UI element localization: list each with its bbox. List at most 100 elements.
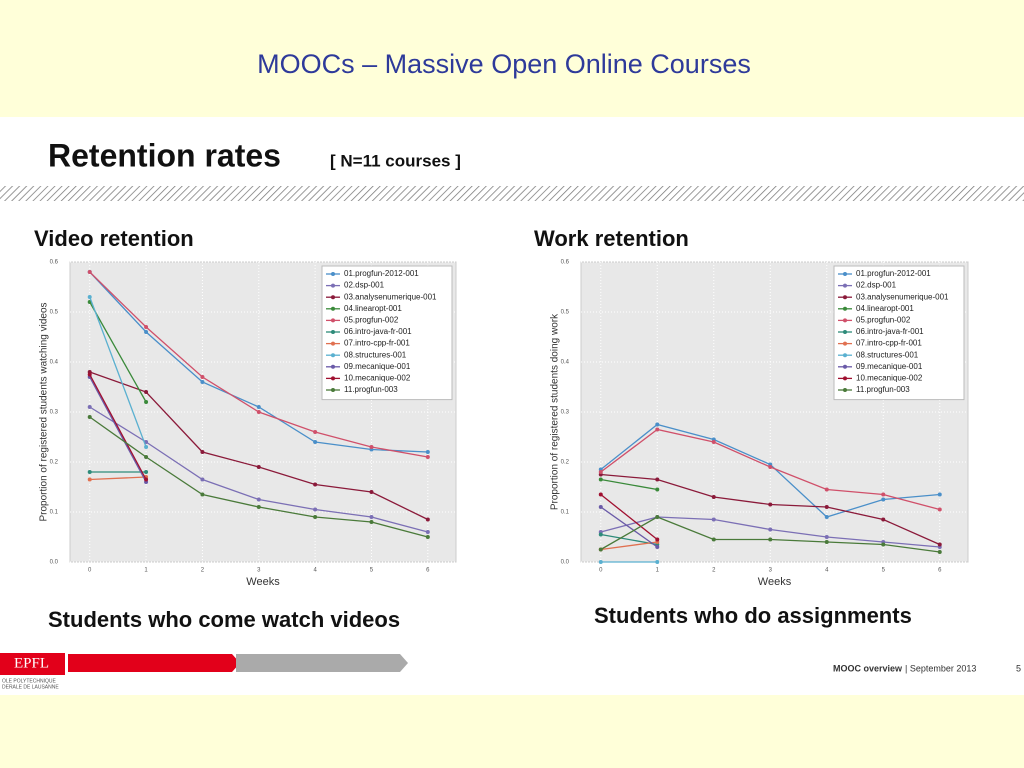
x-tick-label: 5: [370, 568, 374, 574]
y-axis-label: Proportion of registered students watchi…: [39, 302, 50, 521]
point: [256, 505, 261, 509]
legend-label: 07.intro-cpp-fr-001: [344, 339, 410, 348]
point: [144, 400, 149, 404]
x-axis-label: Weeks: [246, 576, 280, 588]
point: [425, 450, 430, 454]
point: [144, 390, 149, 394]
point: [711, 440, 716, 444]
legend-dot: [843, 318, 847, 323]
point: [144, 325, 149, 329]
y-tick-label: 0.1: [561, 510, 570, 516]
point: [200, 492, 205, 497]
point: [937, 542, 942, 547]
legend-dot: [843, 283, 847, 288]
legend-label: 02.dsp-001: [344, 281, 385, 290]
point: [144, 445, 149, 449]
point: [313, 430, 318, 434]
series-line: [600, 541, 658, 551]
logo-line: DERALE DE LAUSANNE: [2, 684, 59, 690]
point: [313, 482, 318, 487]
x-tick-label: 0: [599, 568, 603, 574]
legend-label: 05.progfun-002: [344, 316, 399, 325]
point: [881, 497, 886, 502]
point: [598, 547, 603, 552]
series-line: [600, 478, 658, 491]
legend-dot: [331, 364, 335, 369]
legend-label: 10.mecanique-002: [344, 374, 411, 383]
x-tick-label: 6: [426, 568, 430, 574]
x-tick-label: 2: [201, 568, 205, 574]
point: [200, 477, 205, 482]
legend-dot: [331, 330, 335, 334]
legend-label: 06.intro-java-fr-001: [856, 327, 924, 336]
point: [256, 465, 261, 469]
legend-label: 06.intro-java-fr-001: [344, 327, 412, 336]
point: [937, 507, 942, 512]
point: [144, 477, 149, 482]
point: [711, 495, 716, 499]
point: [655, 477, 660, 482]
y-tick-label: 0.1: [50, 510, 59, 516]
legend-label: 03.analysenumerique-001: [856, 292, 949, 301]
point: [655, 487, 660, 492]
point: [369, 445, 374, 449]
point: [256, 497, 261, 502]
point: [200, 450, 205, 454]
legend-dot: [331, 295, 335, 300]
point: [881, 517, 886, 522]
point: [881, 542, 886, 547]
point: [144, 455, 149, 459]
x-axis-label: Weeks: [758, 576, 792, 588]
x-tick-label: 0: [88, 568, 92, 574]
point: [598, 477, 603, 482]
legend-label: 04.linearopt-001: [856, 304, 914, 313]
series-line: [89, 374, 147, 480]
legend-dot: [843, 364, 847, 369]
point: [768, 502, 773, 507]
series-line: [89, 296, 147, 448]
legend-label: 05.progfun-002: [856, 316, 911, 325]
y-tick-label: 0.0: [50, 560, 59, 566]
point: [87, 470, 92, 474]
point: [425, 535, 430, 539]
legend-label: 11.progfun-003: [856, 385, 910, 394]
legend-label: 08.structures-001: [344, 350, 407, 359]
point: [655, 427, 660, 432]
legend-label: 09.mecanique-001: [344, 362, 411, 371]
point: [711, 517, 716, 522]
red-bar: [68, 654, 240, 672]
point: [824, 515, 829, 519]
footer-text: | September 2013: [905, 663, 976, 673]
point: [824, 535, 829, 539]
legend-box: [833, 265, 965, 401]
y-tick-label: 0.5: [50, 310, 59, 316]
legend-dot: [843, 353, 847, 358]
x-tick-label: 1: [144, 568, 148, 574]
legend-dot: [331, 272, 335, 276]
legend-box: [321, 265, 453, 401]
point: [313, 515, 318, 519]
point: [655, 515, 660, 519]
slide-title: MOOCs – Massive Open Online Courses: [257, 49, 751, 79]
legend-dot: [331, 283, 335, 288]
chart-title: Video retention: [34, 226, 194, 251]
point: [655, 560, 660, 564]
legend-label: 02.dsp-001: [856, 281, 897, 290]
logo-line: OLE POLYTECHNIQUE: [2, 678, 56, 684]
logo-box: [0, 653, 65, 675]
legend-dot: [331, 376, 335, 381]
point: [369, 490, 374, 494]
legend-label: 10.mecanique-002: [856, 374, 923, 383]
point: [369, 515, 374, 519]
point: [937, 492, 942, 497]
y-tick-label: 0.2: [561, 460, 570, 466]
legend-dot: [843, 306, 847, 311]
point: [655, 545, 660, 549]
point: [425, 517, 430, 522]
point: [87, 372, 92, 377]
legend-dot: [843, 272, 847, 276]
page-number: 5: [1016, 663, 1021, 673]
subheading: [ N=11 courses ]: [330, 151, 461, 170]
